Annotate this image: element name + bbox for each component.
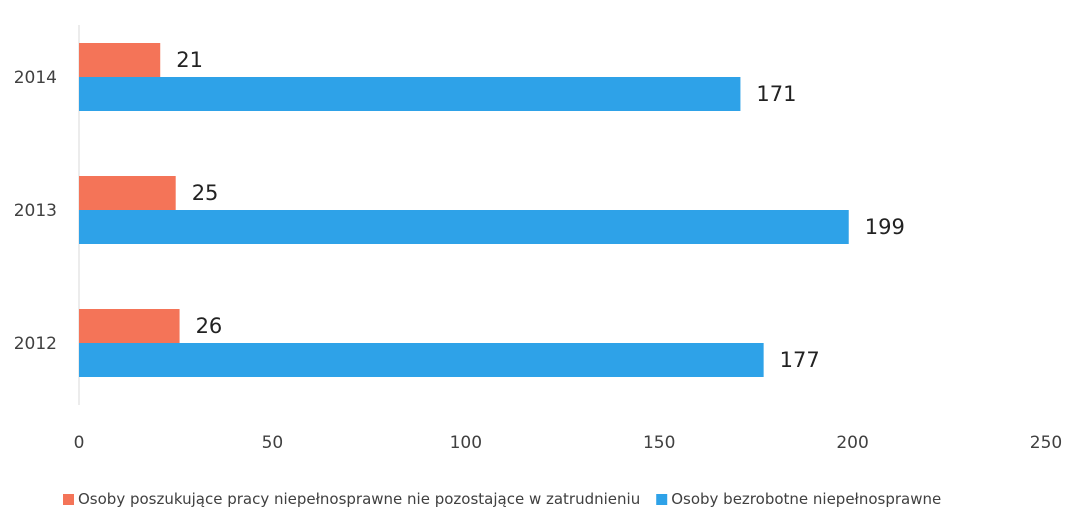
x-tick-label: 250: [1030, 433, 1062, 453]
x-tick-label: 150: [643, 433, 675, 453]
data-label: 21: [176, 48, 203, 72]
bar-unemployed: [79, 77, 741, 111]
x-tick-label: 50: [262, 433, 284, 453]
data-label: 26: [196, 314, 223, 338]
bar-unemployed: [79, 343, 764, 377]
bar-unemployed: [79, 210, 849, 244]
legend-label: Osoby poszukujące pracy niepełnosprawne …: [78, 490, 640, 508]
bar-seeking-work: [79, 309, 180, 343]
data-label: 25: [192, 181, 219, 205]
bar-seeking-work: [79, 176, 176, 210]
legend-swatch-seeking-work: [63, 494, 74, 505]
plot-area: 2014 21 171 2013 25 199 2012 26 177 0 50 100 150 200 2…: [14, 25, 1062, 453]
legend-label: Osoby bezrobotne niepełnosprawne: [671, 490, 941, 508]
data-label: 199: [865, 215, 905, 239]
data-label: 177: [780, 348, 820, 372]
x-tick-label: 0: [74, 433, 85, 453]
x-tick-label: 200: [836, 433, 868, 453]
legend-swatch-unemployed: [656, 494, 668, 505]
y-tick-label: 2012: [14, 334, 57, 354]
y-tick-label: 2014: [14, 68, 57, 88]
x-tick-label: 100: [450, 433, 482, 453]
data-label: 171: [756, 82, 796, 106]
legend: Osoby poszukujące pracy niepełnosprawne …: [63, 490, 941, 508]
y-tick-label: 2013: [14, 201, 57, 221]
bar-seeking-work: [79, 43, 161, 77]
